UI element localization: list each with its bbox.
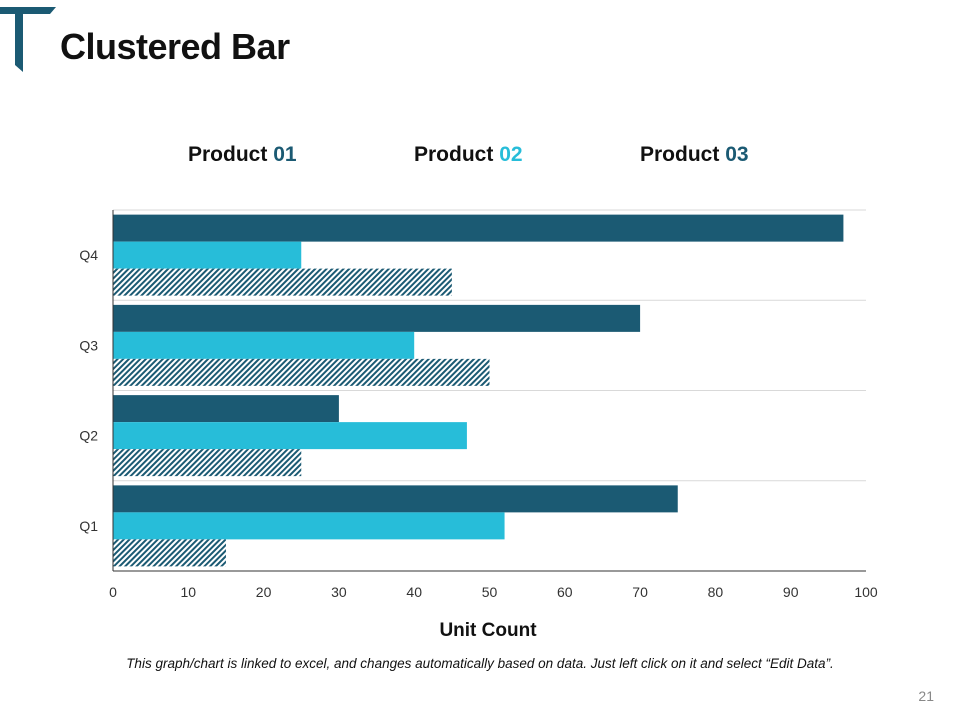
y-tick-label: Q1 (79, 518, 98, 534)
bar-product-02-q3 (113, 331, 415, 359)
y-tick-label: Q3 (79, 337, 98, 353)
bar-product-01-q3 (113, 304, 641, 332)
slide-title: Clustered Bar (60, 26, 290, 67)
x-tick-label: 30 (331, 584, 347, 600)
x-tick-label: 70 (632, 584, 648, 600)
footnote: This graph/chart is linked to excel, and… (126, 656, 834, 671)
page-number: 21 (918, 688, 934, 704)
x-tick-label: 0 (109, 584, 117, 600)
bar-product-02-q1 (113, 512, 505, 540)
x-tick-label: 90 (783, 584, 799, 600)
bar-product-02-q4 (113, 241, 302, 269)
x-tick-label: 50 (482, 584, 498, 600)
bar-product-03-q2 (113, 449, 302, 477)
x-tick-label: 20 (256, 584, 272, 600)
legend-number: 03 (725, 143, 749, 166)
x-axis-title: Unit Count (439, 620, 537, 641)
legend-item-product-03: Product 03 (640, 143, 749, 167)
x-tick-label: 40 (406, 584, 422, 600)
x-tick-label: 10 (181, 584, 197, 600)
bar-product-01-q4 (113, 214, 844, 242)
legend-number: 01 (273, 143, 297, 166)
x-tick-label: 80 (708, 584, 724, 600)
bar-product-01-q2 (113, 395, 339, 423)
legend-label: Product (188, 143, 268, 166)
legend-item-product-02: Product 02 (414, 143, 523, 167)
bar-product-03-q3 (113, 358, 490, 386)
bar-product-03-q1 (113, 539, 226, 567)
bar-product-03-q4 (113, 268, 452, 296)
legend-item-product-01: Product 01 (188, 143, 297, 167)
corner-logo-icon (0, 7, 56, 72)
y-tick-label: Q4 (79, 247, 98, 263)
x-tick-label: 100 (854, 584, 878, 600)
bar-product-01-q1 (113, 485, 678, 513)
y-tick-label: Q2 (79, 428, 98, 444)
legend-number: 02 (499, 143, 523, 166)
legend-label: Product (414, 143, 494, 166)
x-tick-label: 60 (557, 584, 573, 600)
legend-label: Product (640, 143, 720, 166)
bar-product-02-q2 (113, 422, 467, 450)
